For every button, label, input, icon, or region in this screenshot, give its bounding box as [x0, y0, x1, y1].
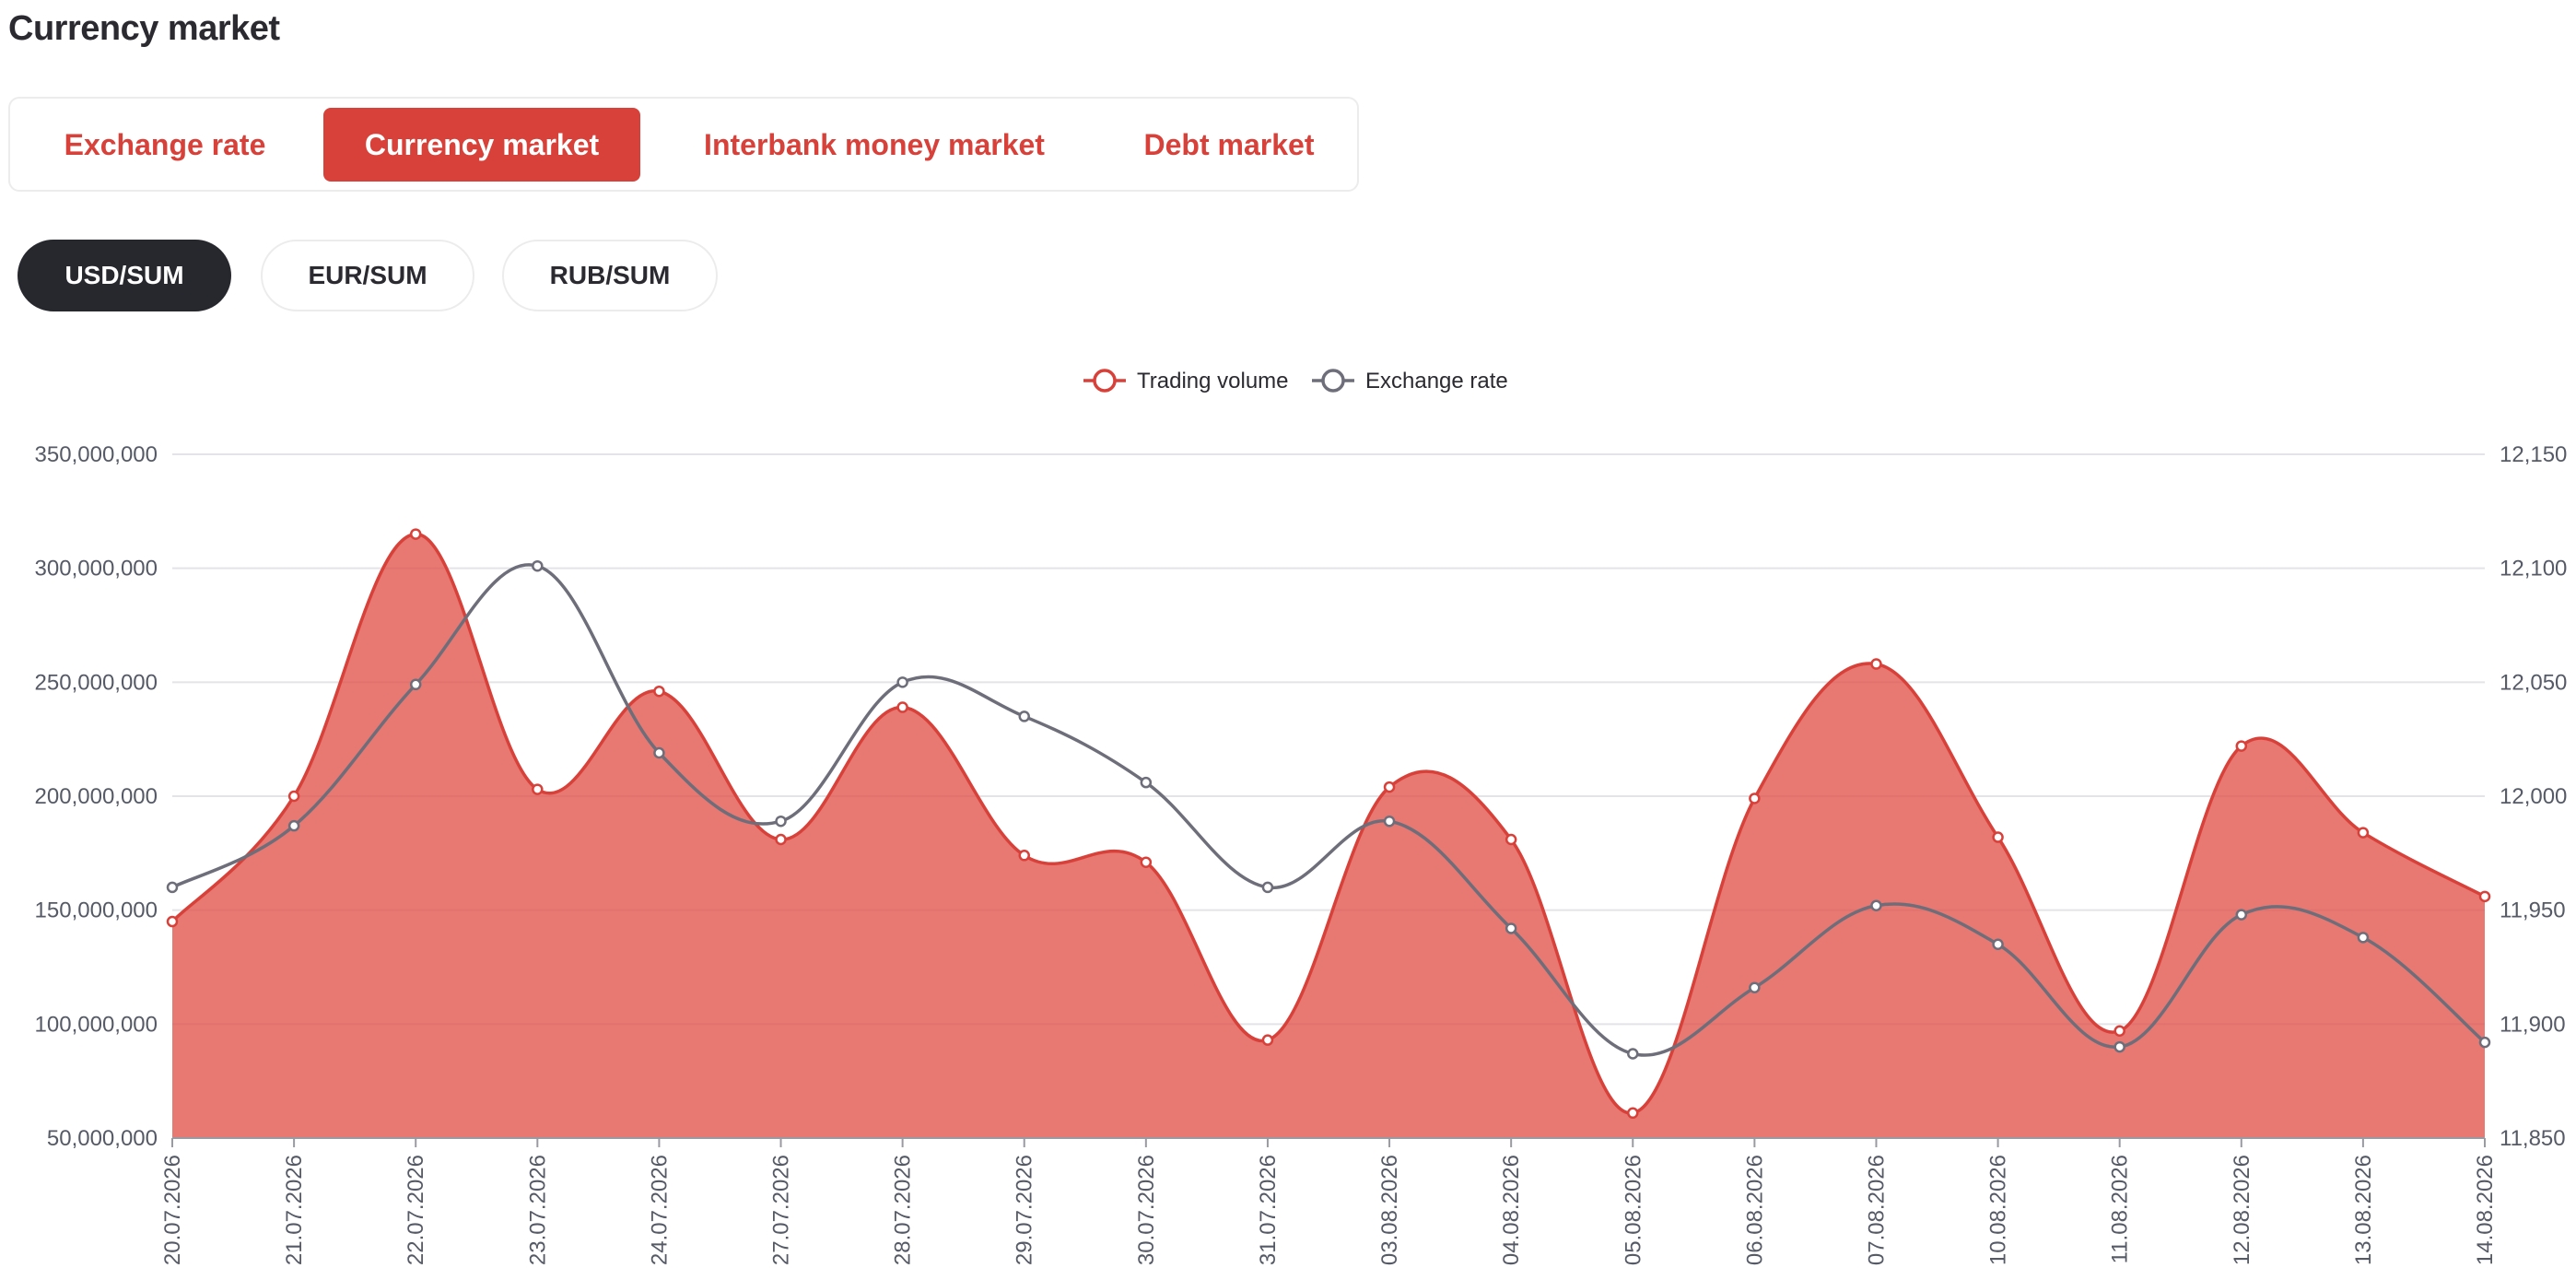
chart-legend: Trading volume Exchange rate	[1083, 369, 1508, 393]
x-tick-label: 03.08.2026	[1377, 1155, 1402, 1265]
y-left-tick-label: 50,000,000	[47, 1126, 158, 1151]
x-tick-label: 24.07.2026	[647, 1155, 672, 1265]
exchange-rate-point[interactable]	[1870, 899, 1882, 911]
exchange-rate-point[interactable]	[1018, 710, 1030, 722]
tab-interbank-money-market[interactable]: Interbank money market	[704, 127, 1045, 161]
trading-volume-point[interactable]	[2357, 827, 2370, 839]
exchange-rate-point[interactable]	[2113, 1040, 2125, 1053]
y-left-tick-label: 300,000,000	[35, 557, 158, 581]
legend-marker	[1321, 369, 1345, 393]
tab-exchange-rate[interactable]: Exchange rate	[64, 127, 266, 161]
x-tick-label: 05.08.2026	[1621, 1155, 1645, 1265]
trading-volume-point[interactable]	[1383, 781, 1396, 793]
x-tick-label: 28.07.2026	[891, 1155, 916, 1265]
x-tick-label: 07.08.2026	[1864, 1155, 1889, 1265]
legend-marker	[1093, 369, 1117, 393]
legend-item-exchange-rate[interactable]: Exchange rate	[1312, 369, 1508, 393]
y-left-tick-label: 150,000,000	[35, 898, 158, 923]
exchange-rate-point[interactable]	[1749, 981, 1761, 994]
x-tick-label: 27.07.2026	[769, 1155, 794, 1265]
exchange-rate-line	[171, 563, 2487, 1057]
y-right-tick-label: 12,100	[2500, 557, 2567, 581]
y-left-tick-label: 200,000,000	[35, 784, 158, 809]
trading-volume-point[interactable]	[2113, 1025, 2125, 1038]
x-tick-label: 29.07.2026	[1013, 1155, 1037, 1265]
trading-volume-point[interactable]	[532, 783, 544, 795]
exchange-rate-point[interactable]	[1627, 1048, 1639, 1060]
legend-label: Exchange rate	[1365, 369, 1508, 393]
y-right-tick-label: 12,150	[2500, 442, 2567, 467]
axes: 50,000,000 11,850 100,000,000 11,900 150,000…	[35, 442, 2568, 1265]
x-tick-label: 13.08.2026	[2351, 1155, 2376, 1265]
exchange-rate-point[interactable]	[1140, 776, 1153, 789]
exchange-rate-point[interactable]	[409, 678, 422, 691]
trading-volume-area	[172, 534, 2485, 1138]
trading-volume-point[interactable]	[1870, 658, 1882, 670]
x-tick-label: 12.08.2026	[2230, 1155, 2254, 1265]
trading-volume-series	[166, 528, 2491, 1138]
exchange-rate-point[interactable]	[2478, 1036, 2491, 1049]
tab-currency-market[interactable]: Currency market	[323, 108, 640, 182]
pair-rub-sum-button[interactable]: RUB/SUM	[502, 240, 718, 311]
trading-volume-point[interactable]	[287, 790, 300, 803]
y-right-tick-label: 11,850	[2500, 1126, 2566, 1151]
page-title: Currency market	[8, 9, 280, 48]
exchange-rate-point[interactable]	[896, 676, 908, 688]
tab-debt-market[interactable]: Debt market	[1143, 127, 1315, 161]
trading-volume-point[interactable]	[1627, 1107, 1639, 1120]
trading-volume-point[interactable]	[409, 528, 422, 540]
y-left-tick-label: 250,000,000	[35, 670, 158, 695]
trading-volume-point[interactable]	[2235, 740, 2248, 752]
y-right-tick-label: 12,000	[2500, 784, 2567, 809]
currency-market-chart: 50,000,000 11,850 100,000,000 11,900 150,000…	[35, 369, 2568, 1265]
exchange-rate-point[interactable]	[2235, 909, 2248, 921]
exchange-rate-point[interactable]	[166, 881, 179, 894]
market-tabs: Exchange rate Currency market Interbank …	[8, 97, 1359, 192]
trading-volume-point[interactable]	[1018, 850, 1030, 862]
trading-volume-point[interactable]	[775, 833, 787, 846]
exchange-rate-point[interactable]	[1992, 938, 2004, 951]
exchange-rate-point[interactable]	[653, 746, 665, 759]
trading-volume-point[interactable]	[1261, 1034, 1274, 1046]
x-tick-label: 22.07.2026	[404, 1155, 428, 1265]
exchange-rate-point[interactable]	[1505, 922, 1517, 934]
exchange-rate-point[interactable]	[2357, 932, 2370, 944]
x-tick-label: 31.07.2026	[1256, 1155, 1281, 1265]
x-tick-label: 10.08.2026	[1986, 1155, 2011, 1265]
pair-eur-sum-button[interactable]: EUR/SUM	[261, 240, 474, 311]
trading-volume-point[interactable]	[1749, 792, 1761, 804]
trading-volume-point[interactable]	[166, 915, 179, 928]
trading-volume-point[interactable]	[1505, 833, 1517, 846]
y-left-tick-label: 100,000,000	[35, 1012, 158, 1037]
x-tick-label: 20.07.2026	[160, 1155, 185, 1265]
x-tick-label: 30.07.2026	[1134, 1155, 1159, 1265]
y-right-tick-label: 11,900	[2500, 1012, 2566, 1037]
y-right-tick-label: 12,050	[2500, 670, 2567, 695]
exchange-rate-point[interactable]	[1261, 881, 1274, 894]
trading-volume-point[interactable]	[2478, 890, 2491, 903]
x-tick-label: 11.08.2026	[2108, 1155, 2133, 1263]
legend-label: Trading volume	[1137, 369, 1289, 393]
y-right-tick-label: 11,950	[2500, 898, 2566, 923]
trading-volume-point[interactable]	[1140, 856, 1153, 868]
x-tick-label: 23.07.2026	[525, 1155, 550, 1265]
exchange-rate-point[interactable]	[532, 559, 544, 572]
y-left-tick-label: 350,000,000	[35, 442, 158, 467]
x-tick-label: 06.08.2026	[1742, 1155, 1767, 1265]
x-tick-label: 14.08.2026	[2473, 1155, 2498, 1265]
exchange-rate-point[interactable]	[775, 815, 787, 828]
exchange-rate-point[interactable]	[287, 819, 300, 832]
exchange-rate-point[interactable]	[1383, 815, 1396, 828]
trading-volume-point[interactable]	[896, 701, 908, 713]
pair-usd-sum-button[interactable]: USD/SUM	[18, 240, 231, 311]
legend-item-trading-volume[interactable]: Trading volume	[1083, 369, 1289, 393]
x-tick-label: 04.08.2026	[1499, 1155, 1524, 1265]
x-tick-label: 21.07.2026	[282, 1155, 307, 1265]
trading-volume-point[interactable]	[653, 685, 665, 698]
trading-volume-point[interactable]	[1992, 831, 2004, 843]
exchange-rate-series	[166, 559, 2491, 1060]
